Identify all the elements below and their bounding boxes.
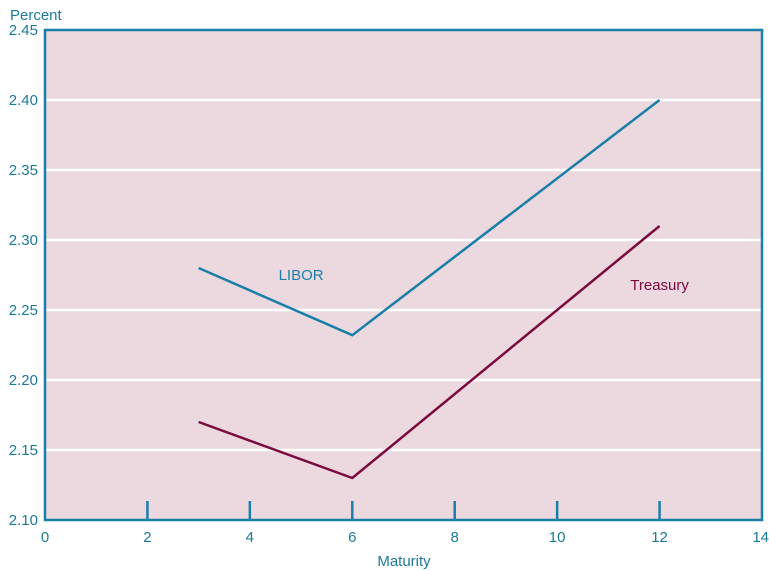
- y-axis-tick-labels: 2.10 2.15 2.20 2.25 2.30 2.35 2.40 2.45: [9, 22, 38, 529]
- x-tick-label: 0: [41, 529, 49, 546]
- grid-lines: [45, 98, 762, 452]
- x-axis-title: Maturity: [377, 553, 431, 570]
- x-axis-tick-labels: 0 2 4 6 8 10 12 14: [41, 529, 769, 546]
- series-lines: [198, 99, 661, 480]
- x-axis-ticks: [146, 501, 661, 520]
- y-tick-label: 2.30: [9, 232, 38, 249]
- series-labels: LIBOR Treasury: [279, 267, 690, 294]
- plot-frame: [43, 28, 764, 522]
- y-tick-label: 2.10: [9, 512, 38, 529]
- y-tick-label: 2.45: [9, 22, 38, 39]
- y-axis-title: Percent: [10, 7, 63, 24]
- x-tick-label: 12: [651, 529, 668, 546]
- y-tick-label: 2.35: [9, 162, 38, 179]
- x-tick-label: 10: [549, 529, 566, 546]
- x-tick-label: 2: [143, 529, 151, 546]
- series-label-treasury: Treasury: [630, 277, 689, 294]
- x-tick-label: 6: [348, 529, 356, 546]
- y-tick-label: 2.20: [9, 372, 38, 389]
- x-tick-label: 8: [451, 529, 459, 546]
- series-label-libor: LIBOR: [279, 267, 324, 284]
- y-tick-label: 2.15: [9, 442, 38, 459]
- y-tick-label: 2.25: [9, 302, 38, 319]
- x-tick-label: 14: [752, 529, 769, 546]
- x-tick-label: 4: [246, 529, 254, 546]
- y-tick-label: 2.40: [9, 92, 38, 109]
